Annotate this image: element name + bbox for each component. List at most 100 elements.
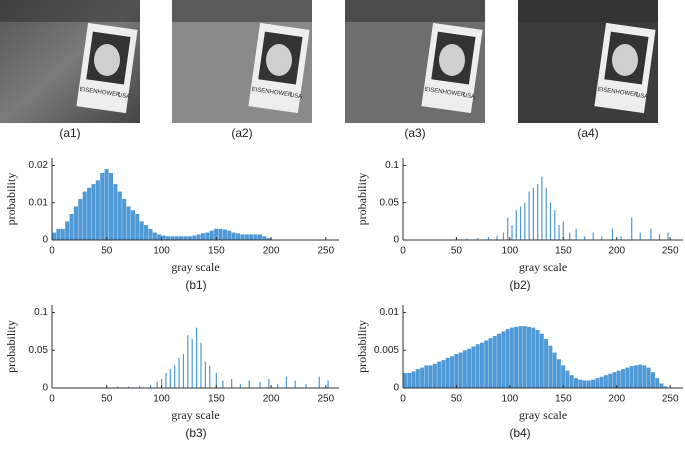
x-tick-label: 200: [608, 394, 625, 405]
bar: [544, 338, 549, 388]
bar: [629, 366, 634, 388]
x-tick-label: 0: [49, 246, 55, 257]
bar: [240, 234, 245, 240]
stamp-country: USA: [462, 93, 475, 101]
bar: [403, 372, 407, 388]
bar: [411, 371, 416, 388]
y-tick-label: 0: [42, 235, 48, 246]
image-caption: (a2): [231, 126, 252, 140]
chart-caption: (b4): [509, 426, 530, 440]
x-tick-label: 100: [502, 246, 519, 257]
y-tick-label: 0.01: [380, 307, 400, 318]
y-tick-label: 0.005: [374, 345, 399, 356]
bar: [200, 233, 206, 240]
bar: [424, 365, 429, 388]
chart: 0 50 100 150 200 250 0 0.05 0.1 gray scale probabi…: [4, 305, 339, 440]
bar: [253, 234, 258, 240]
bar: [187, 236, 192, 240]
photo-top-shade: [0, 0, 140, 22]
bar: [432, 363, 437, 388]
bar: [552, 352, 557, 388]
bar: [130, 210, 135, 240]
x-tick-label: 250: [318, 394, 335, 405]
x-tick-label: 150: [555, 246, 572, 257]
stamp-portrait: [94, 44, 120, 76]
bar: [165, 236, 171, 240]
bar: [565, 370, 570, 388]
chart: 0 50 100 150 200 250 0 0.005 0.01 gray scale proba…: [355, 305, 683, 440]
bar: [266, 238, 271, 240]
bar: [152, 232, 157, 240]
bar: [650, 372, 655, 388]
x-tick-label: 100: [153, 394, 170, 405]
bar: [492, 335, 497, 388]
x-tick-label: 250: [662, 246, 679, 257]
y-tick-label: 0.1: [385, 160, 399, 171]
x-axis-label: gray scale: [519, 260, 567, 274]
x-tick-label: 150: [208, 246, 225, 257]
bar: [633, 365, 638, 388]
bar: [488, 338, 493, 388]
bar: [122, 199, 127, 240]
bar: [60, 228, 65, 240]
bar: [582, 380, 587, 388]
bar: [548, 345, 553, 388]
bar: [100, 172, 105, 240]
bar: [599, 376, 604, 388]
bar: [428, 365, 433, 388]
chart-caption: (b3): [185, 426, 206, 440]
bar: [531, 327, 536, 388]
bar: [522, 326, 527, 388]
bar: [113, 184, 118, 240]
bar: [526, 326, 531, 388]
bar: [561, 365, 566, 388]
stamp-name: EISENHOWER: [79, 87, 121, 99]
bar: [209, 230, 214, 240]
bar: [638, 364, 643, 388]
bar: [126, 206, 131, 240]
bar: [87, 187, 92, 240]
bar: [65, 221, 70, 240]
photo-top-shade: [345, 0, 485, 22]
bar: [603, 375, 608, 388]
image-caption: (a4): [577, 126, 598, 140]
chart-caption: (b1): [185, 278, 206, 292]
y-axis-label: probability: [4, 320, 18, 373]
stamp-country: USA: [117, 93, 130, 101]
bar: [262, 236, 267, 240]
x-tick-label: 200: [263, 246, 280, 257]
x-tick-label: 0: [49, 394, 55, 405]
bar: [484, 340, 489, 388]
y-tick-label: 0.01: [29, 197, 49, 208]
bar: [616, 370, 621, 388]
bar: [148, 228, 153, 240]
y-tick-label: 0.1: [34, 307, 48, 318]
bar: [462, 350, 467, 388]
bar: [578, 379, 583, 388]
x-tick-label: 0: [400, 394, 406, 405]
stamp-portrait: [266, 44, 292, 76]
bar: [214, 228, 219, 240]
x-axis-label: gray scale: [519, 408, 567, 422]
bar: [52, 232, 57, 240]
stamp-country: USA: [635, 93, 648, 101]
bar: [407, 372, 412, 388]
stamp-portrait: [612, 44, 638, 76]
x-tick-label: 250: [318, 246, 335, 257]
x-tick-label: 100: [153, 246, 170, 257]
bar: [595, 378, 600, 388]
y-axis-label: probability: [355, 320, 369, 373]
bar: [157, 234, 162, 240]
bar: [573, 378, 578, 388]
bar: [257, 234, 263, 240]
bar: [608, 373, 613, 388]
bar: [454, 354, 459, 388]
bar: [586, 380, 591, 388]
bar: [183, 236, 188, 240]
y-axis-label: probability: [355, 173, 369, 226]
